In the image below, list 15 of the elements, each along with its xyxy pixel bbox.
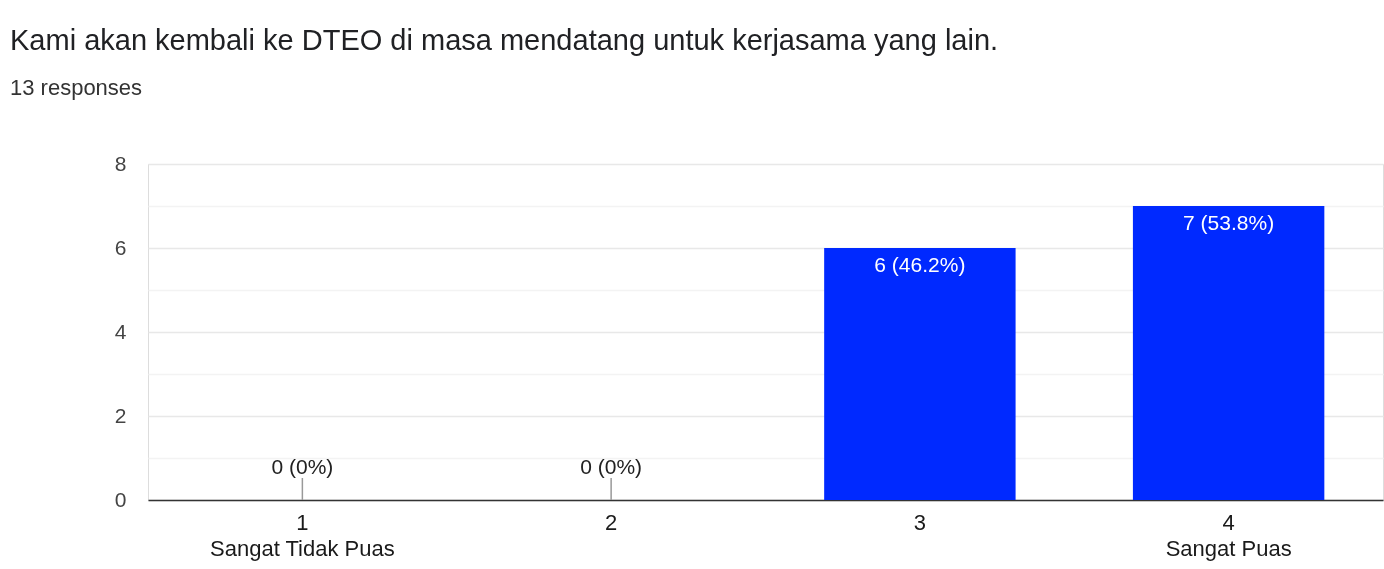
y-tick-label: 0 [114, 487, 127, 511]
data-label: 0 (0%) [271, 455, 334, 478]
data-label: 0 (0%) [580, 455, 643, 478]
data-label: 6 (46.2%) [874, 253, 966, 276]
x-tick-label: 2 [605, 509, 618, 535]
y-tick-label: 2 [114, 403, 127, 427]
x-tick-label: 3 [913, 509, 926, 535]
data-label: 7 (53.8%) [1183, 211, 1275, 234]
chart-subtitle: 13 responses [10, 75, 143, 100]
y-tick-label: 4 [114, 319, 127, 343]
x-tick-label: 1 Sangat Tidak Puas [210, 509, 395, 561]
x-tick-label: 4 Sangat Puas [1165, 509, 1292, 561]
y-tick-label: 6 [114, 235, 127, 259]
y-tick-label: 8 [114, 151, 127, 175]
chart-title: Kami akan kembali ke DTEO di masa mendatang untuk kerjasama yang lain. [10, 24, 999, 56]
